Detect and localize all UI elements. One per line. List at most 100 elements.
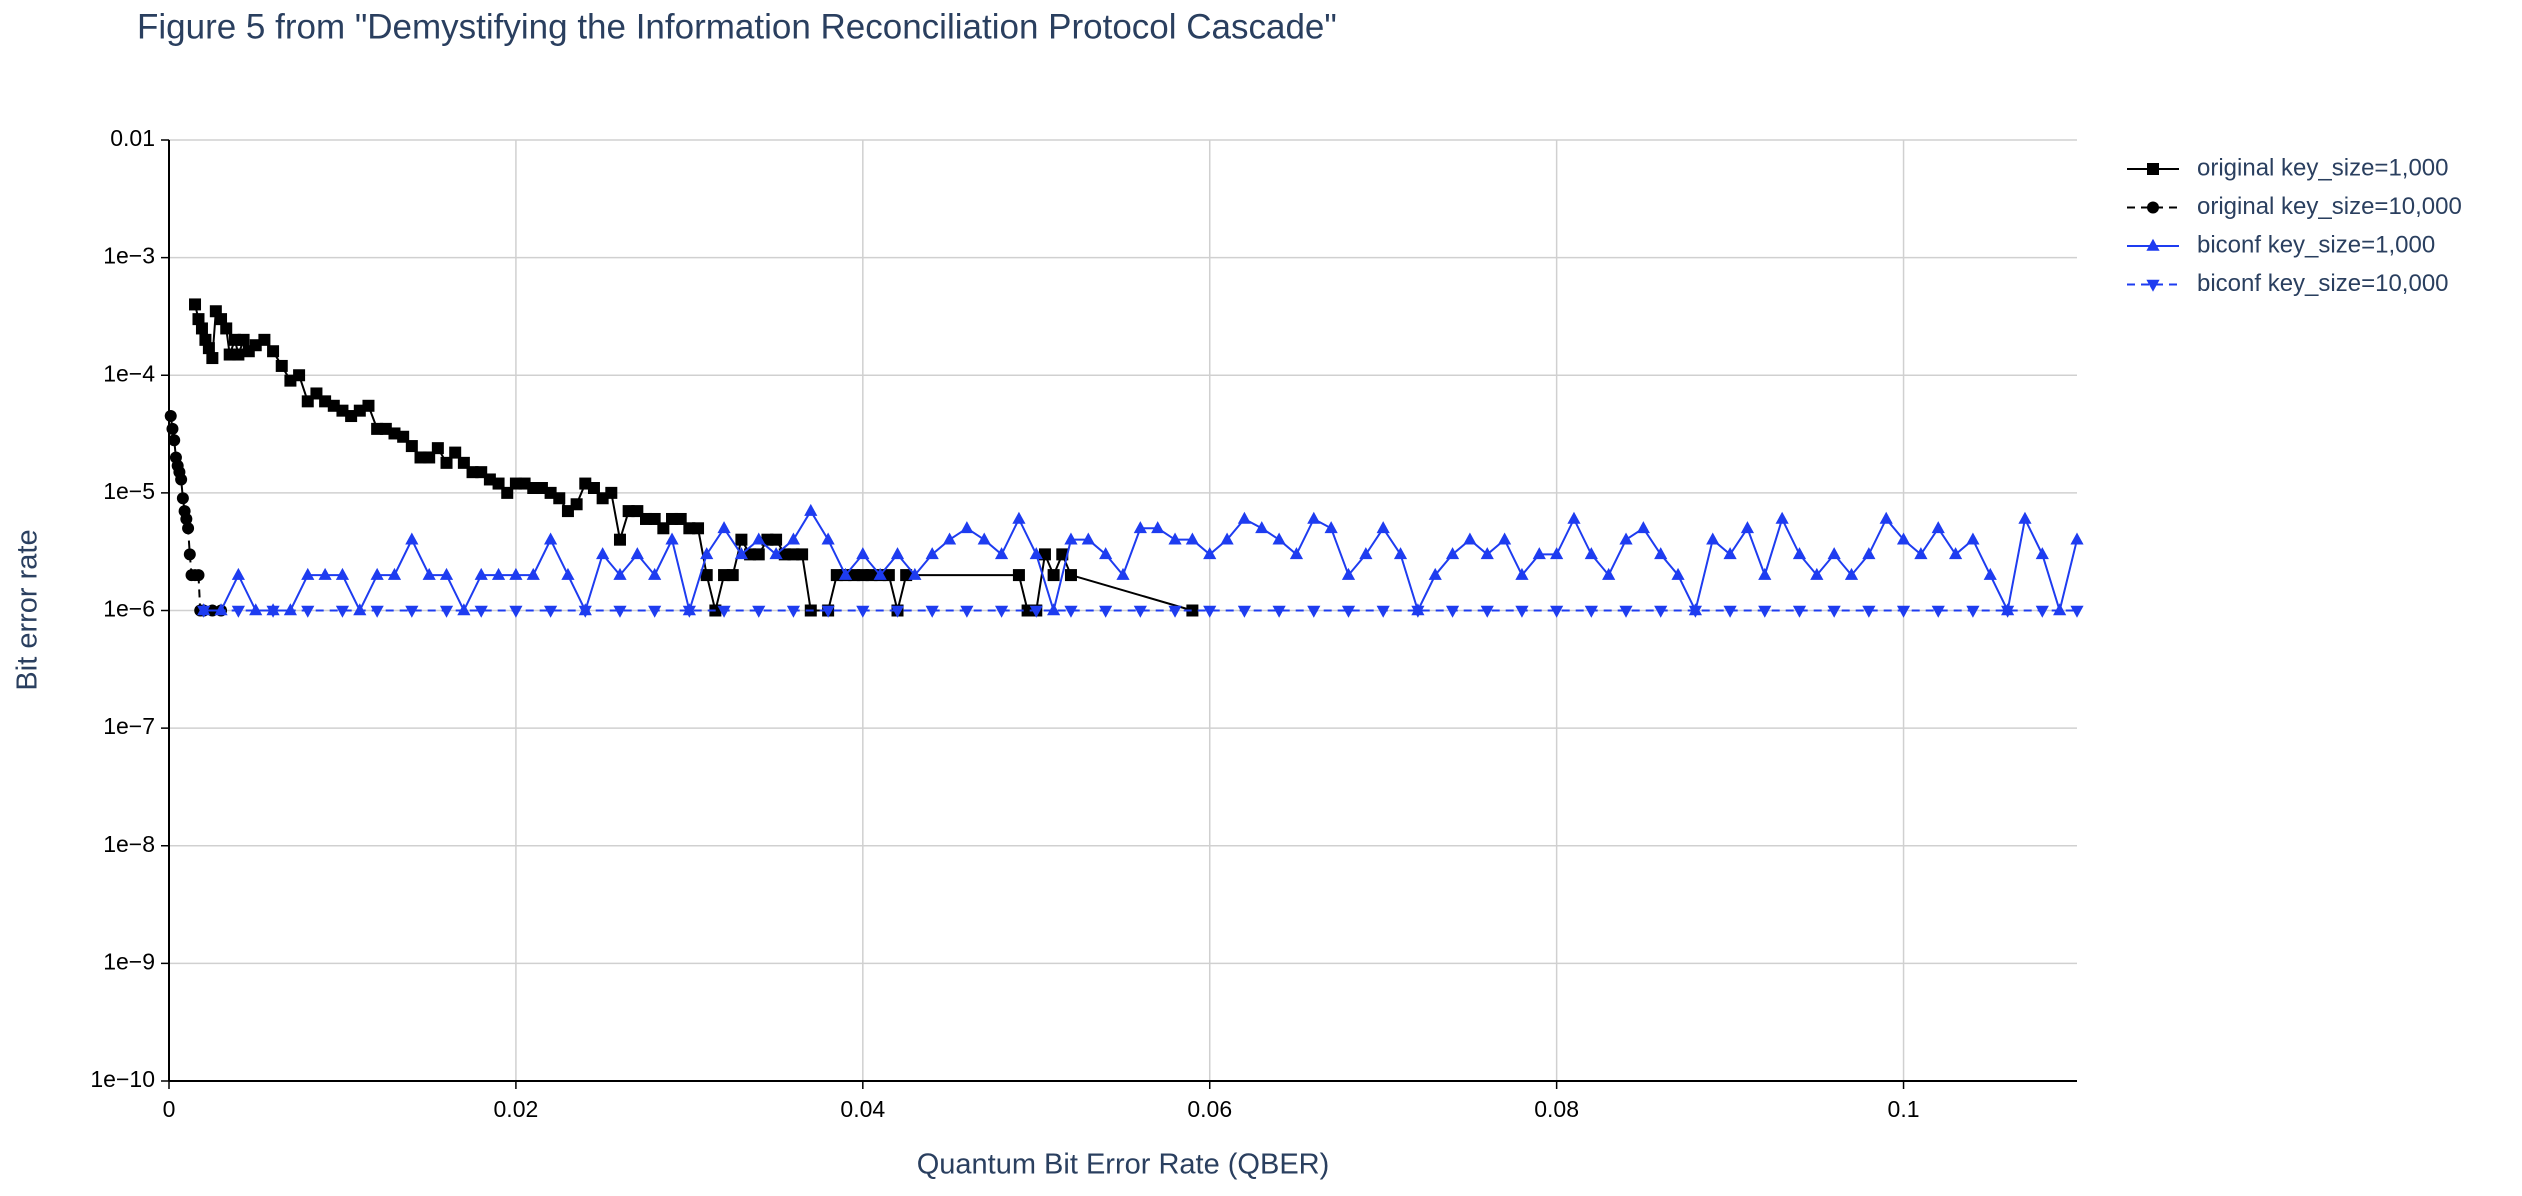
data-point — [657, 522, 670, 535]
y-tick-label: 1e−10 — [90, 1066, 155, 1092]
data-point — [509, 477, 522, 490]
data-point — [1758, 567, 1772, 580]
data-point — [192, 313, 205, 326]
data-point — [1463, 532, 1477, 545]
data-point — [1619, 605, 1633, 618]
data-point — [890, 605, 905, 618]
data-point — [1081, 532, 1095, 545]
data-point — [1393, 547, 1408, 560]
data-point — [1758, 605, 1772, 618]
data-point — [908, 567, 922, 580]
data-point — [2035, 605, 2049, 618]
y-tick-label: 1e−4 — [103, 360, 155, 386]
legend-label: original key_size=10,000 — [2197, 193, 2462, 220]
data-point — [175, 473, 188, 486]
data-point — [804, 503, 818, 516]
data-point — [700, 547, 714, 560]
data-point — [1359, 547, 1373, 560]
data-point — [449, 446, 462, 459]
data-point — [752, 548, 765, 561]
data-point — [215, 313, 228, 326]
data-point — [717, 521, 731, 534]
legend-marker — [2146, 238, 2160, 251]
legend-label: biconf key_size=1,000 — [2197, 231, 2435, 258]
data-point — [1133, 521, 1147, 534]
data-point — [2070, 532, 2084, 545]
data-point — [1047, 569, 1060, 582]
data-point — [578, 605, 592, 618]
data-point — [2035, 547, 2049, 560]
y-tick-label: 1e−3 — [103, 243, 155, 269]
data-point — [1220, 532, 1234, 545]
data-point — [752, 605, 766, 618]
data-point — [648, 512, 661, 525]
data-point — [1792, 605, 1807, 618]
data-point — [180, 512, 193, 525]
data-point — [1064, 569, 1077, 582]
data-point — [1168, 532, 1182, 545]
data-point — [1012, 511, 1026, 524]
data-point — [232, 348, 245, 361]
data-point — [692, 522, 705, 535]
data-point — [1515, 567, 1529, 580]
data-point — [735, 533, 748, 546]
data-point — [275, 359, 288, 372]
data-point — [544, 532, 558, 545]
y-tick-label: 1e−5 — [103, 478, 155, 504]
data-point — [630, 547, 644, 560]
data-point — [1324, 521, 1338, 534]
data-point — [1237, 605, 1252, 618]
data-point — [596, 547, 610, 560]
data-point — [960, 605, 974, 618]
x-axis-title: Quantum Bit Error Rate (QBER) — [917, 1149, 1330, 1181]
data-point — [164, 410, 177, 423]
data-point — [1723, 605, 1737, 618]
data-point — [457, 456, 470, 469]
data-point — [1844, 567, 1859, 580]
y-tick-label: 1e−6 — [103, 596, 155, 622]
data-point — [1116, 567, 1130, 580]
data-point — [1775, 511, 1789, 524]
data-point — [873, 567, 887, 580]
x-tick-label: 0.1 — [1888, 1096, 1920, 1122]
legend-label: original key_size=1,000 — [2197, 154, 2449, 181]
data-point — [1740, 521, 1755, 534]
data-point — [587, 482, 600, 495]
data-point — [1498, 532, 1512, 545]
data-point — [501, 486, 514, 499]
data-point — [1966, 532, 1980, 545]
data-point — [1584, 547, 1598, 560]
data-point — [838, 567, 853, 580]
data-point — [439, 605, 454, 618]
data-point — [700, 569, 713, 582]
data-point — [977, 532, 991, 545]
data-point — [769, 547, 783, 560]
data-point — [1948, 547, 1963, 560]
data-point — [231, 605, 245, 618]
data-point — [856, 605, 870, 618]
data-point — [1914, 547, 1928, 560]
x-tick-label: 0 — [163, 1096, 176, 1122]
data-point — [1550, 547, 1564, 560]
data-point — [387, 567, 402, 580]
data-point — [168, 434, 181, 447]
data-point — [492, 477, 505, 490]
data-point — [353, 603, 367, 616]
data-point — [2001, 605, 2015, 618]
data-point — [1879, 511, 1893, 524]
data-point — [1428, 567, 1442, 580]
data-point — [796, 548, 809, 561]
data-point — [1289, 547, 1304, 560]
data-point — [726, 569, 739, 582]
data-point — [1411, 605, 1425, 618]
data-point — [1966, 605, 1980, 618]
data-point — [1341, 567, 1356, 580]
data-point — [605, 486, 618, 499]
data-point — [1237, 511, 1252, 524]
data-point — [1896, 532, 1911, 545]
data-point — [1185, 532, 1199, 545]
data-point — [1047, 603, 1061, 616]
data-point — [2053, 603, 2067, 616]
